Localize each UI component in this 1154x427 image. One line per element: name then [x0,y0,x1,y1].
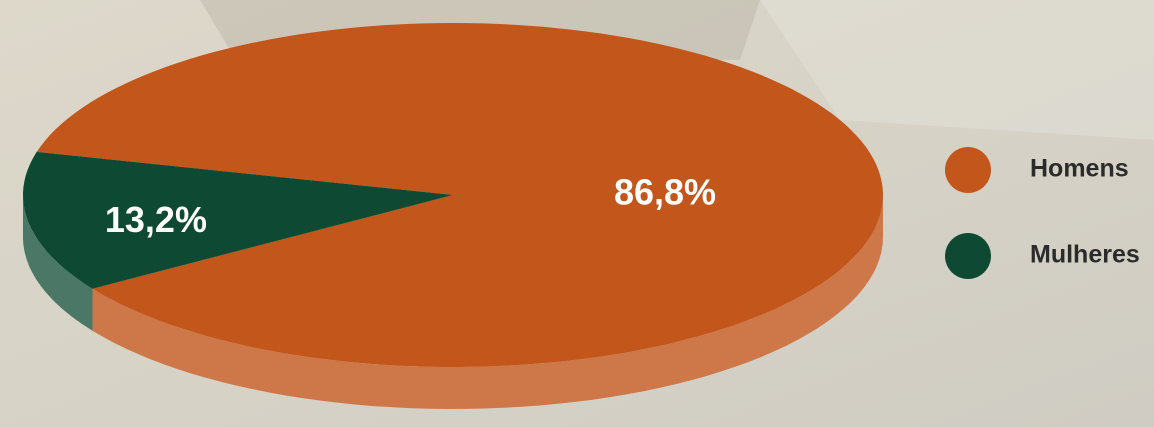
pie-slice-side [92,195,883,409]
pie: 86,8% 13,2% [23,23,883,409]
background-shape [760,0,1154,140]
data-label: 86,8% [614,172,716,213]
pie-slice [36,23,883,367]
pie-slice-side [23,195,93,331]
legend: Homens Mulheres [945,147,1140,279]
legend-label: Mulheres [1030,241,1140,269]
data-label: 13,2% [105,199,207,240]
pie-slice [23,151,453,289]
legend-swatch [945,233,991,279]
legend-label: Homens [1030,155,1129,183]
legend-swatch [945,147,991,193]
